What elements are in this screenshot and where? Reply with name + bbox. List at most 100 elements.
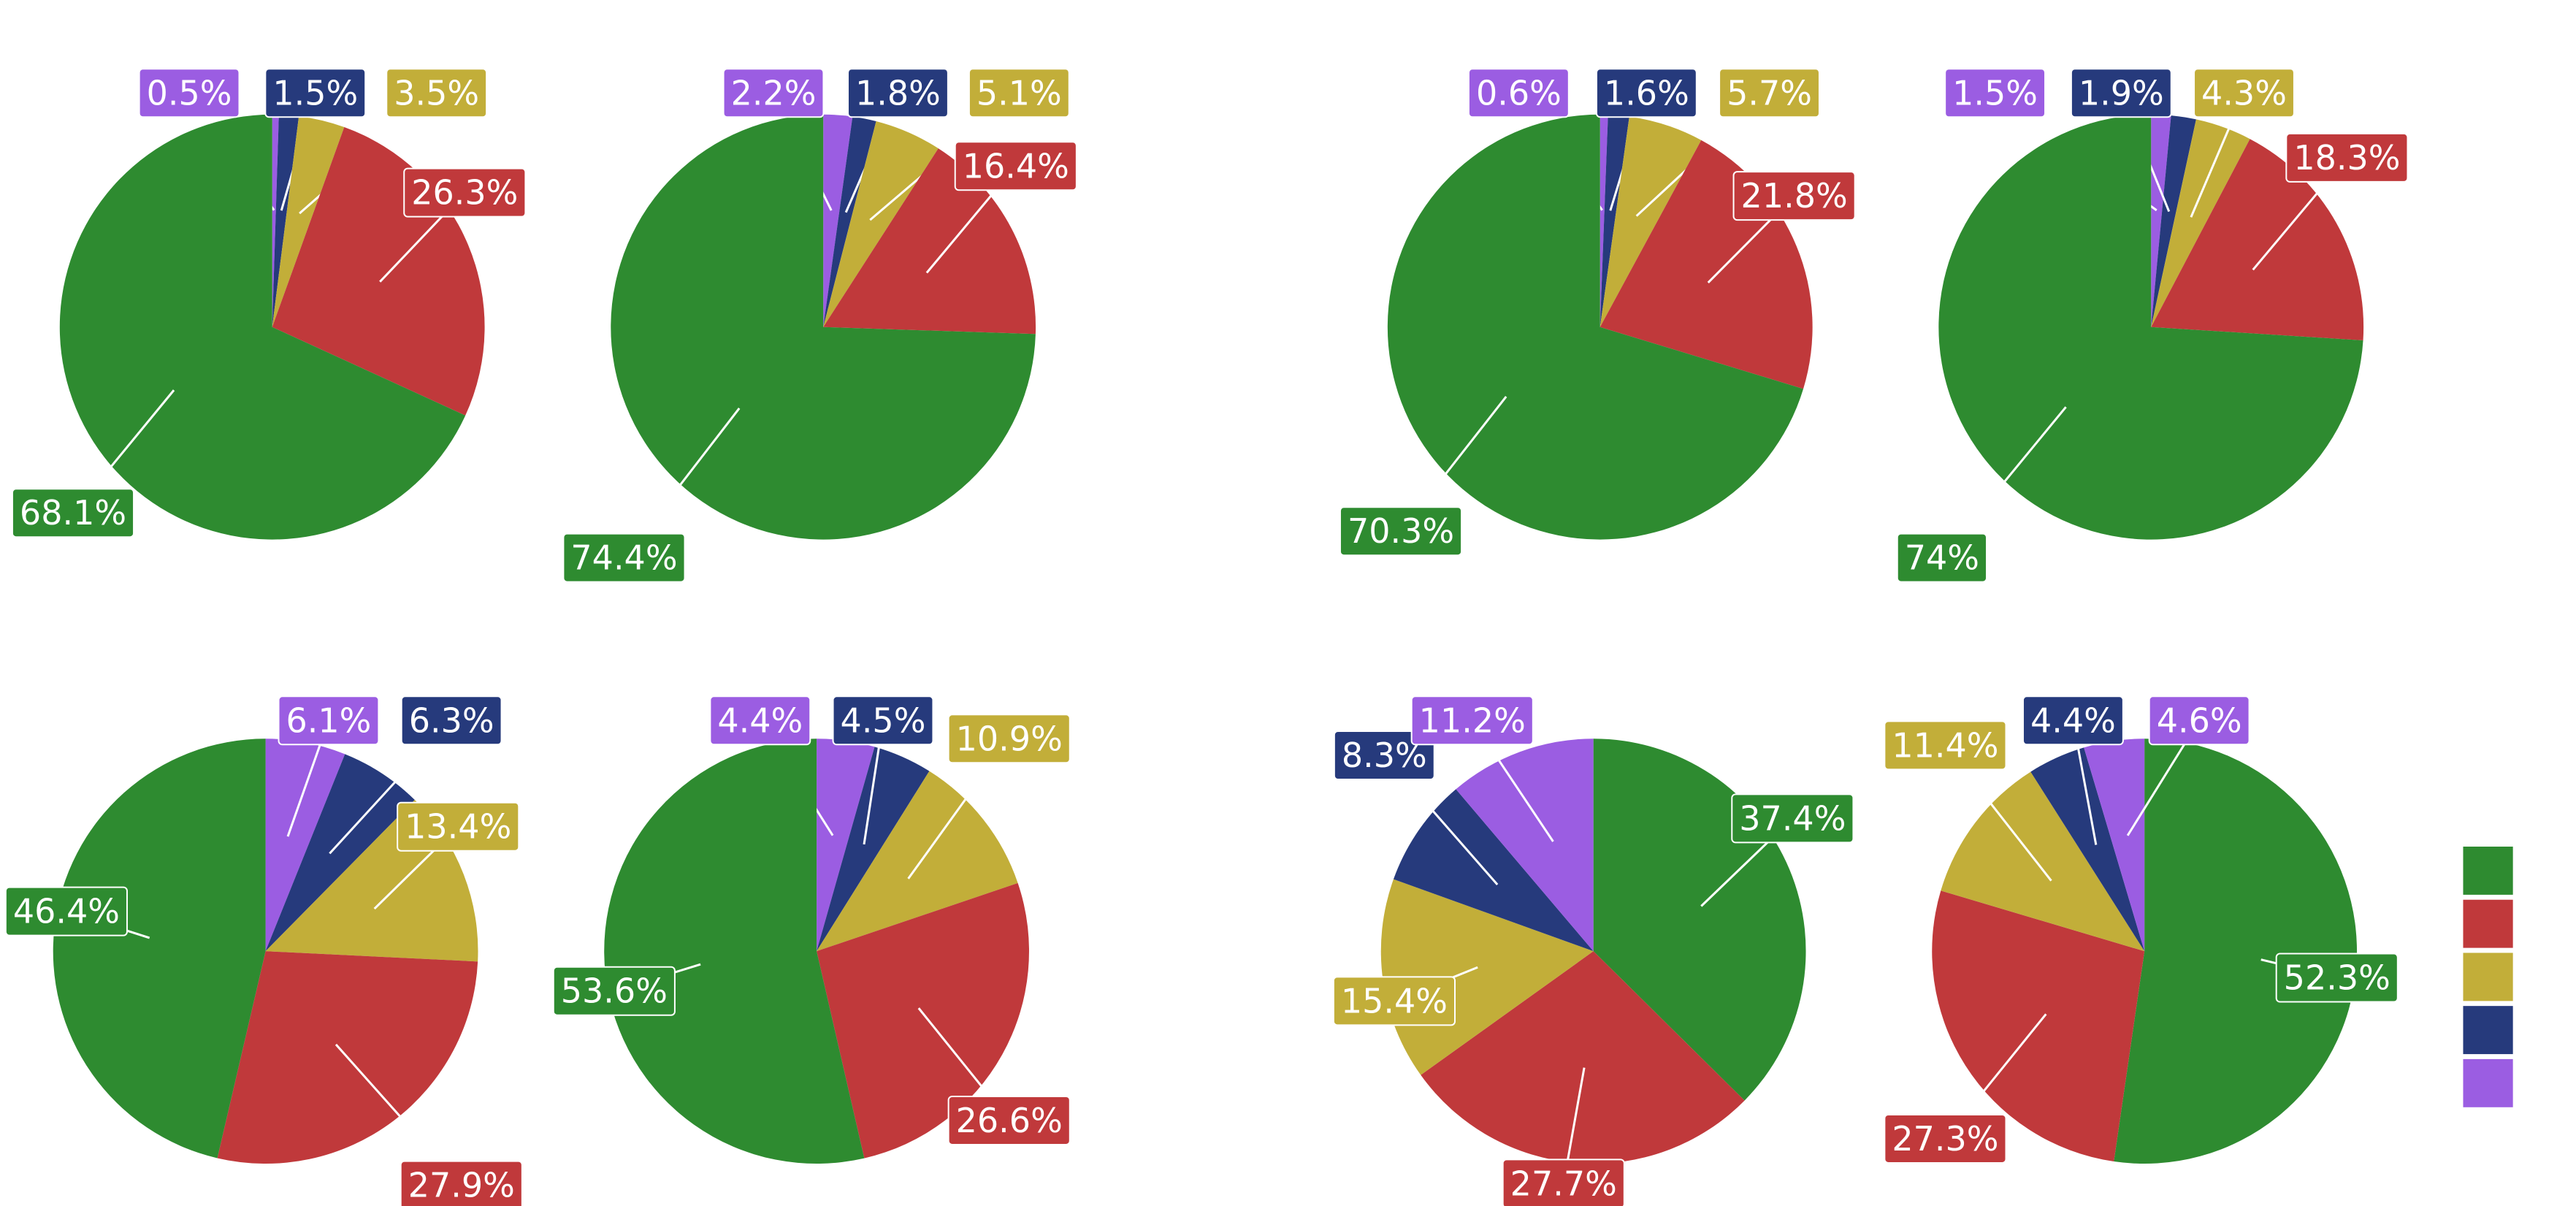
slice-label-box	[11, 488, 135, 538]
slice-label-box	[2285, 132, 2409, 183]
pie-slice-yellow	[1380, 879, 1594, 1075]
pie-slice-navy	[2030, 747, 2145, 952]
pie-slice-purple	[272, 114, 279, 327]
slice-label: 26.3%	[411, 173, 518, 213]
slice-label-box	[2193, 68, 2295, 118]
pie-chart: 0.6% 1.6% 5.7% 21.8% 70.3%	[1339, 68, 1856, 557]
pie-slice-red	[2151, 139, 2364, 340]
pie-slice-yellow	[817, 771, 1018, 952]
legend-swatch-purple	[2463, 1058, 2513, 1107]
slice-label: 26.6%	[956, 1101, 1063, 1140]
pie-chart: 0.5% 1.5% 3.5% 26.3% 68.1%	[11, 68, 527, 540]
slice-label: 74.4%	[570, 538, 677, 578]
slice-label-box	[947, 1095, 1071, 1145]
pie-charts: 0.5% 1.5% 3.5% 26.3% 68.1% 2.2% 1.8% 5.1% 16.4% 7…	[4, 68, 2409, 1206]
slice-label: 10.9%	[956, 719, 1063, 758]
pie-chart: 37.4%27.7%15.4%8.3%11.2%	[1332, 695, 1854, 1206]
slice-label: 11.4%	[1892, 725, 1998, 765]
slice-label-box	[264, 68, 367, 118]
slice-label-box	[1896, 533, 1988, 583]
slice-label-box	[1333, 730, 1435, 781]
pie-slice-purple	[1456, 739, 1594, 952]
slice-label: 70.3%	[1348, 511, 1454, 551]
slice-label-box	[1719, 68, 1820, 118]
slice-label: 4.4%	[717, 701, 803, 740]
pie-chart: 4.4% 4.5% 10.9% 26.6% 53.6%	[552, 695, 1071, 1164]
slice-label: 2.2%	[731, 73, 817, 112]
pie-slice-yellow	[2151, 119, 2250, 327]
pie-slice-green	[604, 739, 865, 1164]
slice-label-box	[397, 801, 520, 852]
legend-swatch-red	[2463, 899, 2513, 948]
slice-label: 27.9%	[408, 1166, 515, 1205]
slice-label: 11.2%	[1419, 701, 1526, 740]
slice-label-box	[2275, 953, 2399, 1003]
pie-slice-purple	[1600, 114, 1608, 327]
slice-label-box	[1884, 1113, 2007, 1164]
pie-slice-green	[2114, 739, 2358, 1164]
slice-label-box	[1339, 506, 1463, 557]
slice-label: 18.3%	[2293, 138, 2400, 178]
legend-swatch-navy	[2463, 1006, 2513, 1055]
pie-slice-purple	[823, 114, 853, 327]
slice-label-box	[400, 695, 502, 746]
slice-label-box	[1410, 695, 1534, 746]
legend-swatch-green	[2463, 847, 2513, 895]
slice-label-box	[1944, 68, 2046, 118]
slice-label: 6.1%	[286, 701, 372, 740]
slice-label-box	[403, 167, 527, 218]
legend-swatch-yellow	[2463, 953, 2513, 1001]
pie-slice-green	[59, 114, 466, 540]
pie-slice-green	[1387, 114, 1804, 540]
slice-label-box	[832, 695, 934, 746]
slice-label-box	[2148, 695, 2250, 746]
slice-label: 1.9%	[2079, 73, 2164, 112]
slice-label: 52.3%	[2284, 958, 2390, 998]
slice-label: 6.3%	[409, 701, 494, 740]
slice-label-box	[947, 714, 1071, 764]
pie-slice-red	[1421, 951, 1745, 1164]
pie-slice-navy	[817, 747, 930, 952]
slice-label: 0.6%	[1476, 73, 1562, 112]
slice-label: 1.6%	[1604, 73, 1689, 112]
slice-label-box	[562, 533, 686, 583]
slice-label: 1.8%	[855, 73, 941, 112]
pie-chart: 1.5% 1.9% 4.3%18.3% 74%	[1896, 68, 2409, 583]
slice-label: 21.8%	[1741, 176, 1848, 215]
pie-slice-purple	[265, 739, 345, 952]
pie-slice-purple	[2151, 114, 2171, 327]
pie-slice-navy	[1393, 789, 1594, 952]
slice-label: 4.4%	[2030, 701, 2116, 740]
slice-label-box	[847, 68, 949, 118]
slice-label: 27.7%	[1510, 1164, 1617, 1203]
slice-label: 37.4%	[1739, 798, 1846, 838]
slice-label-box	[722, 68, 825, 118]
slice-label: 74%	[1905, 538, 1979, 578]
pie-slice-yellow	[1941, 771, 2145, 952]
slice-label: 5.7%	[1727, 73, 1812, 112]
pie-slice-navy	[265, 754, 415, 952]
slice-label: 4.3%	[2201, 73, 2287, 112]
slice-label-box	[386, 68, 488, 118]
pie-slice-red	[817, 882, 1029, 1159]
slice-label: 1.5%	[272, 73, 358, 112]
slice-label: 15.4%	[1341, 981, 1448, 1020]
pie-slice-navy	[2151, 115, 2196, 327]
legend	[2463, 847, 2513, 1107]
slice-label-box	[4, 886, 128, 936]
slice-label-box	[138, 68, 240, 118]
pie-slice-purple	[817, 739, 875, 952]
slice-label-box	[1467, 68, 1570, 118]
pie-slice-navy	[272, 114, 299, 327]
pie-slice-green	[53, 739, 266, 1159]
slice-label-box	[1595, 68, 1697, 118]
leader-line	[1941, 406, 2067, 559]
pie-slice-navy	[1600, 115, 1629, 327]
slice-label: 68.1%	[20, 493, 126, 533]
slice-label: 0.5%	[147, 73, 232, 112]
slice-label-box	[552, 966, 676, 1016]
slice-label: 46.4%	[13, 892, 120, 931]
slice-label-box	[2070, 68, 2172, 118]
slice-label: 1.5%	[1952, 73, 2038, 112]
